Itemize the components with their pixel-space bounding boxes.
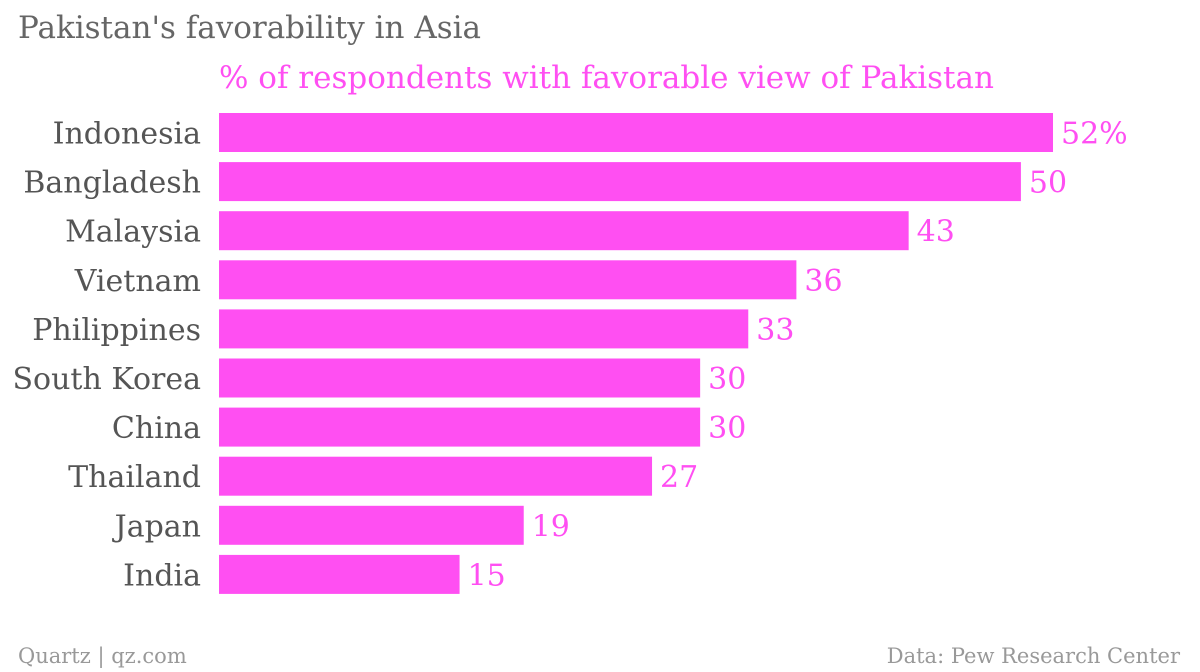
- value-label: 33: [756, 313, 794, 348]
- footer-credit: Quartz | qz.com: [18, 644, 187, 668]
- bar-india: [219, 554, 460, 594]
- bar-china: [219, 407, 701, 447]
- chart-title: Pakistan's favorability in Asia: [18, 10, 482, 46]
- value-label: 19: [532, 509, 570, 544]
- category-label: Indonesia: [53, 117, 202, 152]
- category-label: Vietnam: [74, 264, 201, 299]
- value-label: 30: [708, 362, 746, 397]
- bar-philippines: [219, 309, 749, 349]
- value-label: 27: [660, 460, 698, 495]
- value-label: 30: [708, 411, 746, 446]
- category-label: Thailand: [68, 460, 201, 495]
- bar-chart: Indonesia 52% Bangladesh 50 Malaysia 43 Vietna…: [13, 113, 1128, 594]
- value-label: 52%: [1061, 117, 1128, 152]
- value-label: 50: [1029, 166, 1067, 201]
- category-label: South Korea: [13, 362, 202, 397]
- bar-japan: [219, 505, 524, 545]
- bar-south-korea: [219, 358, 701, 398]
- value-label: 36: [804, 264, 842, 299]
- bar-thailand: [219, 456, 653, 496]
- bar-indonesia: [219, 113, 1053, 152]
- category-label: Bangladesh: [23, 166, 201, 201]
- bar-malaysia: [219, 211, 909, 251]
- category-label: Philippines: [32, 313, 201, 348]
- value-label: 43: [917, 215, 955, 250]
- bar-vietnam: [219, 260, 797, 300]
- bar-bangladesh: [219, 162, 1021, 202]
- value-label: 15: [468, 558, 506, 593]
- category-label: Malaysia: [65, 215, 201, 250]
- category-label: India: [123, 558, 201, 593]
- chart-subtitle: % of respondents with favorable view of …: [219, 60, 994, 96]
- category-label: Japan: [112, 509, 201, 544]
- category-label: China: [112, 411, 201, 446]
- footer-source: Data: Pew Research Center: [886, 644, 1180, 668]
